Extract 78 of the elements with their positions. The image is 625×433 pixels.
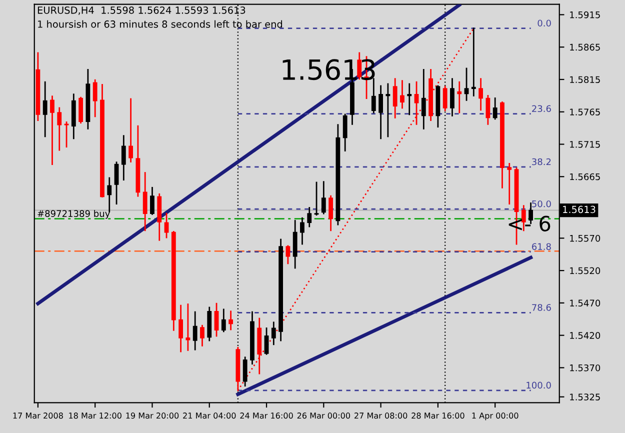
candlestick (342, 114, 348, 152)
candlestick (442, 86, 448, 112)
y-tick-label: 1.5420 (570, 332, 600, 339)
candlestick (471, 28, 476, 96)
candlestick (307, 207, 312, 228)
candlestick (286, 245, 290, 264)
candlestick (414, 81, 419, 125)
candlestick (192, 311, 198, 350)
x-tick-label: 17 Mar 2008 (13, 412, 63, 419)
x-tick-label: 27 Mar 08:00 (354, 412, 408, 419)
candlestick (221, 308, 226, 332)
series-label: 100.0 (526, 382, 551, 389)
series-label: 38.2 (532, 158, 551, 166)
candlestick (50, 96, 54, 166)
candlestick (464, 68, 469, 101)
candlestick (228, 310, 234, 330)
candlestick (300, 217, 304, 245)
candlestick (492, 98, 498, 120)
y-tick-label: 1.5865 (570, 44, 600, 51)
candlestick (378, 85, 384, 140)
x-tick-label: 28 Mar 16:00 (412, 412, 464, 419)
candlestick (121, 135, 126, 181)
y-tick-label: 1.5665 (570, 173, 600, 180)
candlestick (392, 78, 398, 118)
candlestick (164, 212, 169, 238)
x-tick-label: 24 Mar 16:00 (240, 412, 293, 419)
y-tick-label: 1.5520 (570, 267, 600, 274)
candlestick (242, 356, 248, 387)
x-tick-label: 1 Apr 00:00 (472, 412, 518, 420)
series-label: 23.6 (532, 105, 551, 112)
chart-title: EURUSD,H4 1.5598 1.5624 1.5593 1.5613 (38, 6, 246, 15)
candlestick (78, 96, 84, 124)
candlestick (214, 302, 219, 337)
candlestick (400, 80, 404, 109)
candlestick (186, 304, 190, 351)
candlestick (128, 98, 134, 162)
ref-line-label: #89721389 buy (38, 210, 110, 219)
candlestick (64, 122, 69, 148)
series-label: 50.0 (532, 200, 551, 208)
candlestick (450, 78, 454, 116)
y-tick-label: 1.5570 (570, 234, 600, 242)
y-tick-label: 1.5765 (570, 108, 600, 116)
candlestick (507, 162, 512, 205)
series-label: 78.6 (532, 304, 551, 311)
candlestick (264, 328, 269, 355)
x-tick-label: 26 Mar 00:00 (297, 412, 350, 419)
candlestick (407, 83, 412, 116)
candlestick (314, 182, 319, 216)
candlestick (200, 324, 204, 346)
ref-line-label: 1.5613 (563, 206, 596, 214)
x-tick-label: 18 Mar 12:00 (69, 412, 122, 419)
candlestick (328, 195, 334, 232)
y-tick-label: 1.5715 (570, 141, 600, 148)
candlestick (386, 83, 390, 138)
candlestick (114, 162, 119, 205)
y-tick-label: 1.5325 (570, 394, 600, 400)
candlestick (421, 69, 426, 130)
x-tick-label: 21 Mar 04:00 (183, 412, 236, 419)
candlestick (150, 186, 154, 215)
candlestick (57, 107, 62, 151)
candlestick (478, 78, 484, 111)
candlestick (42, 81, 48, 138)
candlestick (271, 322, 276, 346)
text: 1 hoursish or 63 minutes 8 seconds left to bar end (38, 20, 282, 28)
candlestick (486, 94, 490, 125)
x-tick-label: 19 Mar 20:00 (126, 412, 179, 419)
candlestick (292, 220, 298, 269)
candlestick (321, 181, 326, 214)
series-label: 61.8 (532, 243, 551, 250)
candlestick (457, 81, 462, 114)
candlestick (142, 172, 148, 232)
candlestick (178, 304, 184, 352)
y-tick-label: 1.5370 (570, 364, 600, 372)
candlestick (92, 79, 98, 118)
series-label: 0.0 (538, 20, 551, 27)
y-tick-label: 1.5915 (570, 11, 600, 18)
y-tick-label: 1.5815 (570, 76, 600, 84)
y-tick-label: 1.5470 (570, 300, 600, 306)
